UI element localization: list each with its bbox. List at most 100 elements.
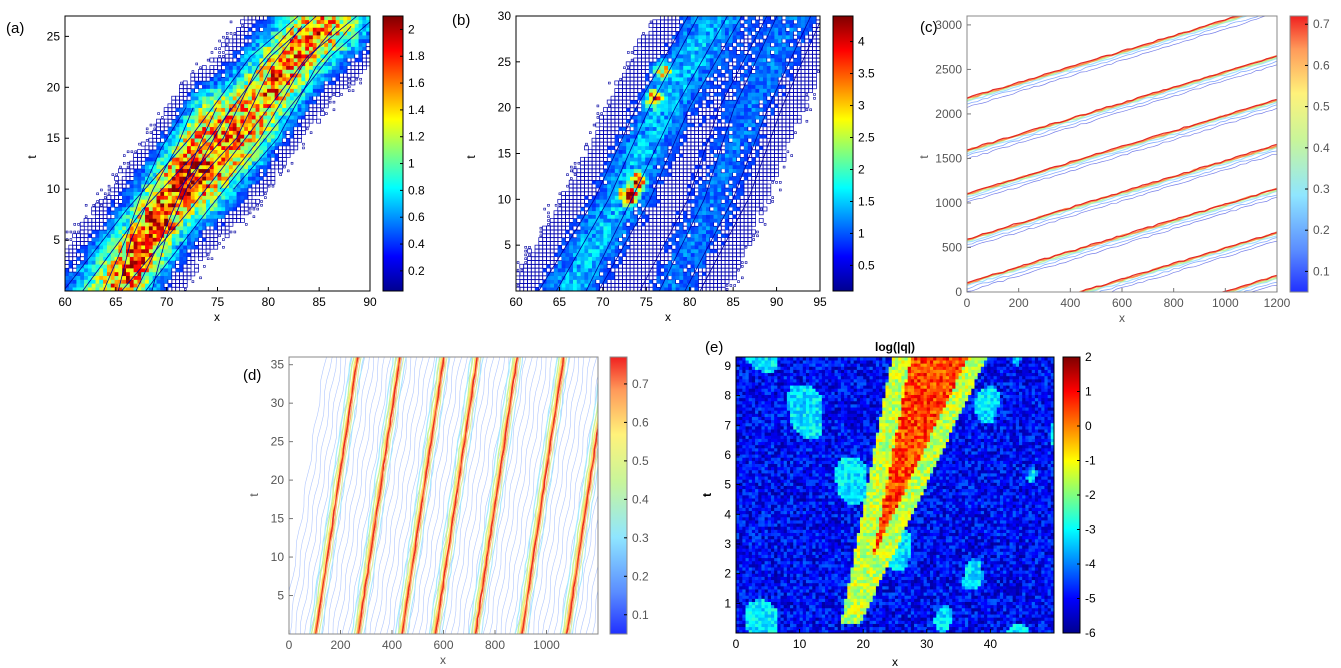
y-tick-label: 5 <box>724 478 731 492</box>
x-tick-label: 80 <box>683 295 697 309</box>
y-tick-label: 20 <box>271 473 285 487</box>
x-tick-label: 0 <box>964 296 971 310</box>
panel-label-b: (b) <box>452 12 470 29</box>
colorbar-tick-label: 0.8 <box>408 183 425 197</box>
x-tick-label: 70 <box>596 295 610 309</box>
colorbar-tick-label: 2.5 <box>858 131 875 145</box>
x-tick-label: 65 <box>553 295 567 309</box>
x-tick-label: 800 <box>1164 296 1184 310</box>
colorbar-tick-label: 1.4 <box>408 103 425 117</box>
x-tick-label: 400 <box>1060 296 1080 310</box>
colorbar-tick-label: 0.6 <box>408 210 425 224</box>
colorbar-tick-label: 0.2 <box>632 569 649 583</box>
axis-ticks-d: 0 200 400 600 800 1000 5 10 15 20 25 30 35 <box>271 358 561 652</box>
colorbar-tick-label: 0.2 <box>1313 223 1330 237</box>
panel-label-d: (d) <box>243 367 261 384</box>
x-tick-label: 1000 <box>533 638 560 652</box>
y-tick-label: 15 <box>498 147 512 161</box>
colorbar-tick-label: 0.3 <box>1313 182 1330 196</box>
colorbar-tick-label: 3 <box>858 99 865 113</box>
colorbar-tick-label: 0.1 <box>632 608 649 622</box>
y-tick-label: 15 <box>271 512 285 526</box>
x-tick-label: 85 <box>312 295 326 309</box>
colorbar-tick-label: 1.2 <box>408 130 425 144</box>
colorbar-tick-label: 0.7 <box>632 377 649 391</box>
x-tick-label: 1200 <box>1264 296 1291 310</box>
x-tick-label: 65 <box>109 295 123 309</box>
colorbar-tick-label: 0.1 <box>1313 264 1330 278</box>
y-tick-label: 20 <box>498 101 512 115</box>
panel-b: (b) 60 65 70 75 80 85 90 95 5 10 15 20 25 30 x t 0.5 1… <box>452 9 875 324</box>
x-tick-label: 60 <box>58 295 72 309</box>
y-tick-label: 7 <box>724 418 731 432</box>
x-tick-label: 85 <box>726 295 740 309</box>
colorbar-tick-label: 1.5 <box>858 194 875 208</box>
y-tick-label: 15 <box>47 131 61 145</box>
y-axis-label-a: t <box>25 155 39 159</box>
x-tick-label: 600 <box>433 638 453 652</box>
colorbar-tick-label: -2 <box>1085 488 1096 502</box>
y-tick-label: 5 <box>277 589 284 603</box>
colorbar-tick-label: 2 <box>858 162 865 176</box>
y-tick-label: 3000 <box>935 18 962 32</box>
colorbar-tick-label: 0 <box>1085 419 1092 433</box>
colorbar-tick-label: -3 <box>1085 523 1096 537</box>
x-tick-label: 75 <box>640 295 654 309</box>
y-tick-label: 1500 <box>935 151 962 165</box>
y-tick-label: 2 <box>724 567 731 581</box>
colorbar-c <box>1289 15 1309 293</box>
colorbar-b <box>832 15 854 292</box>
colorbar-tick-label: -5 <box>1085 592 1096 606</box>
x-axis-label-a: x <box>214 310 220 324</box>
y-tick-label: 5 <box>504 238 511 252</box>
x-tick-label: 75 <box>211 295 225 309</box>
x-tick-label: 60 <box>509 295 523 309</box>
colorbar-a <box>382 15 404 292</box>
colorbar-tick-label: 1.6 <box>408 76 425 90</box>
y-tick-label: 5 <box>53 233 60 247</box>
y-tick-label: 4 <box>724 507 731 521</box>
colorbar-tick-label: 0.5 <box>858 258 875 272</box>
colorbar-tick-label: 3.5 <box>858 67 875 81</box>
colorbar-tick-label: 0.4 <box>1313 141 1330 155</box>
y-tick-label: 30 <box>271 396 285 410</box>
colorbar-tick-label: 0.6 <box>1313 58 1330 72</box>
y-tick-label: 8 <box>724 389 731 403</box>
colorbar-ticks-a: 0.2 0.4 0.6 0.8 1 1.2 1.4 1.6 1.8 2 <box>400 22 425 278</box>
axis-ticks-b: 60 65 70 75 80 85 90 95 5 10 15 20 25 30 <box>498 9 827 309</box>
panel-label-e: (e) <box>705 339 723 356</box>
chart-title-e: log(|q|) <box>875 340 915 354</box>
y-tick-label: 10 <box>271 550 285 564</box>
panel-d: (d) 0 200 400 600 800 1000 5 10 15 20 25 30 35 x t 0… <box>243 356 649 667</box>
colorbar-tick-label: 2 <box>1085 350 1092 364</box>
y-tick-label: 10 <box>498 192 512 206</box>
y-tick-label: 25 <box>271 435 285 449</box>
colorbar-tick-label: 0.5 <box>1313 100 1330 114</box>
colorbar-tick-label: 1 <box>408 157 415 171</box>
y-tick-label: 2500 <box>935 62 962 76</box>
axes-frame-c <box>966 15 1278 293</box>
x-tick-label: 600 <box>1112 296 1132 310</box>
colorbar-tick-label: 0.7 <box>1313 17 1330 31</box>
colorbar-tick-label: 1 <box>1085 385 1092 399</box>
x-tick-label: 20 <box>857 637 871 651</box>
x-tick-label: 200 <box>330 638 350 652</box>
plot-area-d <box>289 357 598 634</box>
y-tick-label: 25 <box>47 29 61 43</box>
x-axis-label-b: x <box>665 310 671 324</box>
colorbar-tick-label: 0.4 <box>408 237 425 251</box>
y-axis-label-c: t <box>917 155 931 159</box>
x-tick-label: 1000 <box>1212 296 1239 310</box>
colorbar-ticks-e: -6 -5 -4 -3 -2 -1 0 1 2 <box>1077 350 1096 640</box>
x-tick-label: 0 <box>286 638 293 652</box>
axis-ticks-c: 0 200 400 600 800 1000 1200 0 500 1000 1500 2000 250… <box>935 18 1290 310</box>
x-tick-label: 80 <box>262 295 276 309</box>
y-tick-label: 3 <box>724 537 731 551</box>
y-tick-label: 10 <box>47 182 61 196</box>
y-tick-label: 9 <box>724 359 731 373</box>
x-tick-label: 800 <box>485 638 505 652</box>
colorbar-tick-label: 0.6 <box>632 415 649 429</box>
plot-area-e <box>736 357 1054 633</box>
y-tick-label: 30 <box>498 9 512 23</box>
